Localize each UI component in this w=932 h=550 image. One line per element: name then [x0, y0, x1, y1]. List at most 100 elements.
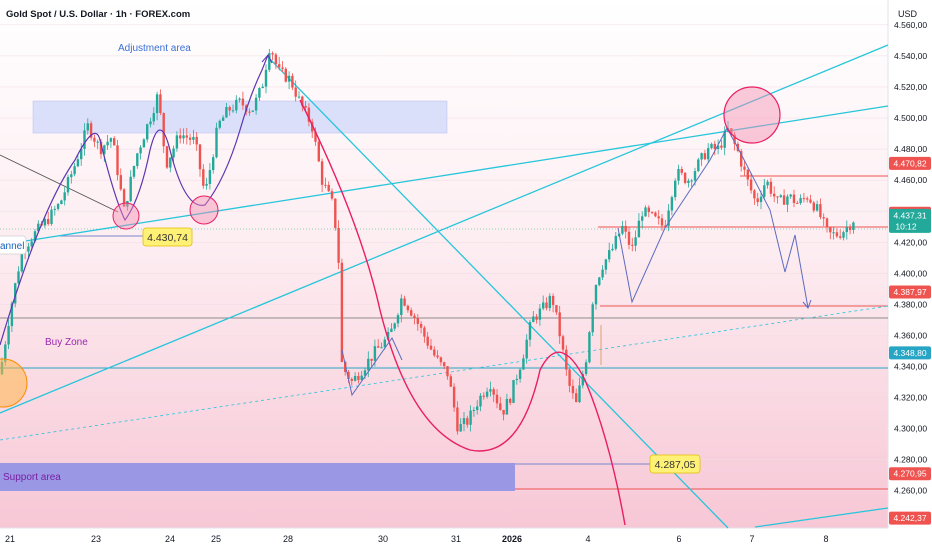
- candle-body: [390, 328, 393, 332]
- candle-body: [208, 170, 212, 184]
- candle-body: [647, 207, 650, 213]
- price-label-text: 4.348,80: [893, 348, 926, 358]
- candle-body: [347, 371, 350, 379]
- candle-body: [588, 332, 591, 363]
- price-label-box: [889, 285, 931, 299]
- price-label-text: 4.437,31: [893, 210, 926, 220]
- candle-body: [528, 322, 532, 340]
- candle-body: [281, 67, 284, 69]
- candle-body: [139, 147, 142, 154]
- candle-body: [485, 391, 489, 397]
- candle-body: [367, 358, 370, 371]
- candle-body: [561, 336, 565, 350]
- candle-body: [703, 153, 707, 160]
- candle-body: [165, 146, 169, 168]
- price-tick-label: 4.340,00: [894, 361, 927, 371]
- candle-body: [829, 227, 832, 233]
- candle-body: [179, 135, 182, 139]
- candle-body: [416, 318, 419, 324]
- candle-body: [43, 219, 47, 226]
- candle-body: [466, 418, 469, 425]
- price-tick-label: 4.480,00: [894, 144, 927, 154]
- candle-body: [472, 410, 476, 412]
- candle-body: [195, 136, 198, 145]
- candle-body: [10, 303, 14, 327]
- currency-label: USD: [898, 9, 918, 19]
- candle-body: [370, 358, 373, 361]
- candle-body: [825, 218, 829, 228]
- candle-body: [766, 181, 769, 186]
- candle-body: [809, 199, 812, 203]
- candle-body: [56, 203, 60, 209]
- candle-body: [759, 196, 763, 203]
- price-tick-label: 4.560,00: [894, 20, 927, 30]
- candle-body: [799, 198, 802, 204]
- callout-high-box: [142, 227, 193, 247]
- candle-body: [330, 191, 334, 199]
- candle-body: [505, 398, 509, 415]
- candle-body: [452, 386, 456, 408]
- price-axis-background: [888, 0, 932, 550]
- channel-label: annel: [0, 241, 24, 252]
- candle-body: [657, 216, 660, 219]
- candle-body: [515, 378, 518, 381]
- candle-body: [439, 357, 443, 363]
- chart-title: Gold Spot / U.S. Dollar · 1h · FOREX.com: [6, 9, 190, 20]
- price-tick-label: 4.260,00: [894, 486, 927, 496]
- candle-body: [73, 166, 76, 175]
- candle-body: [274, 54, 278, 65]
- price-labels: 4.470,824.438,694.437,3110:124.387,974.3…: [889, 156, 931, 525]
- candle-body: [413, 315, 416, 319]
- candle-body: [433, 349, 436, 356]
- candle-body: [578, 385, 581, 403]
- time-tick-label: 30: [378, 534, 388, 544]
- candle-body: [27, 246, 30, 252]
- candle-body: [802, 198, 806, 200]
- candle-body: [106, 141, 109, 146]
- candle-body: [779, 195, 782, 198]
- candle-body: [320, 161, 324, 185]
- candle-body: [548, 295, 551, 309]
- price-tick-label: 4.460,00: [894, 175, 927, 185]
- candle-body: [169, 157, 172, 168]
- wave-path-left: [0, 54, 269, 346]
- candle-body: [396, 315, 400, 324]
- candle-body: [677, 169, 680, 181]
- candle-body: [591, 304, 594, 333]
- candle-body: [188, 137, 192, 140]
- candle-body: [155, 94, 159, 114]
- candle-body: [839, 236, 842, 238]
- candle-body: [512, 380, 515, 403]
- price-tick-label: 4.420,00: [894, 237, 927, 247]
- candle-body: [119, 175, 122, 190]
- candle-body: [185, 135, 188, 138]
- price-tick-label: 4.300,00: [894, 424, 927, 434]
- price-tick-label: 4.280,00: [894, 455, 927, 465]
- candle-body: [740, 151, 743, 167]
- price-label-text: 4.387,97: [893, 287, 926, 297]
- candle-body: [337, 227, 340, 263]
- candle-body: [271, 53, 274, 55]
- candle-body: [383, 339, 386, 348]
- candle-body: [142, 139, 146, 148]
- candle-body: [406, 305, 410, 311]
- candle-body: [109, 138, 113, 142]
- candle-body: [621, 225, 624, 234]
- candle-body: [403, 298, 406, 306]
- candle-body: [848, 227, 852, 230]
- candle-body: [218, 120, 221, 128]
- candle-body: [314, 131, 317, 142]
- price-label-text: 4.470,82: [893, 158, 926, 168]
- candle-body: [89, 123, 93, 138]
- candle-body: [743, 166, 746, 170]
- candle-body: [129, 176, 132, 201]
- candle-body: [357, 376, 360, 380]
- candle-body: [251, 110, 254, 112]
- candle-body: [363, 370, 367, 376]
- candle-body: [340, 262, 344, 362]
- candle-body: [14, 283, 17, 304]
- candle-body: [231, 110, 235, 112]
- candle-body: [386, 331, 390, 340]
- candle-body: [773, 193, 776, 197]
